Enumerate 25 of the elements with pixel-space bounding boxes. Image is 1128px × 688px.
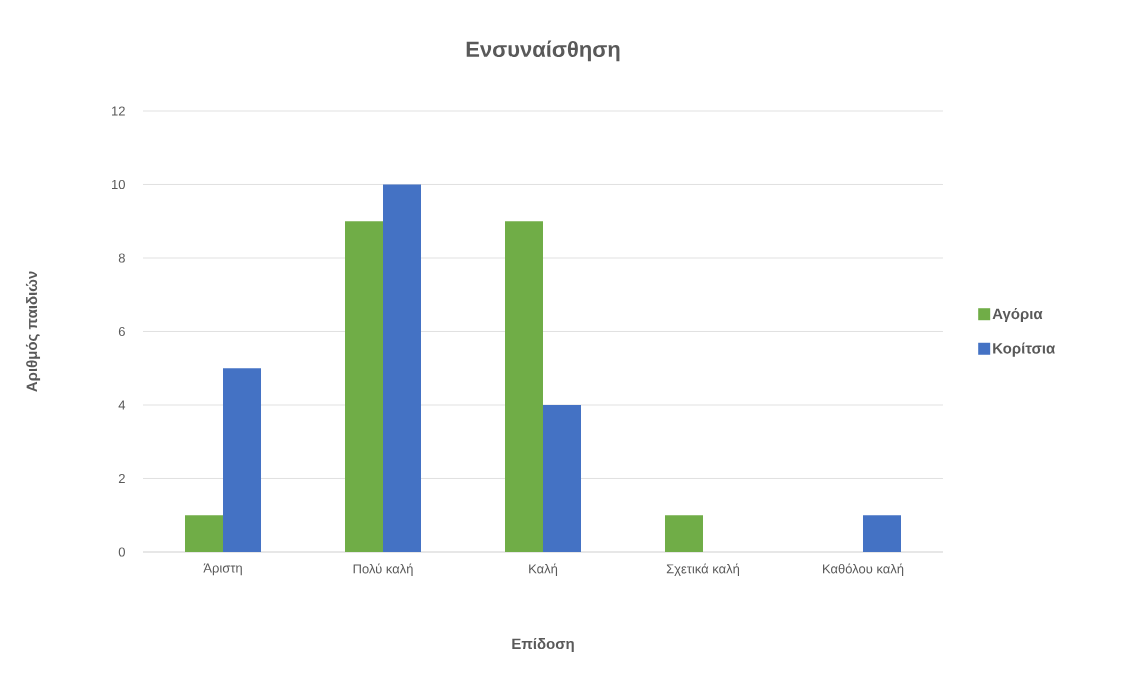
y-tick-label: 10: [112, 179, 125, 190]
bar: [383, 184, 421, 552]
x-tick-label: Καθόλου καλή: [823, 563, 904, 577]
y-tick-label: 0: [118, 547, 125, 557]
bar: [345, 221, 383, 552]
bar: [223, 368, 262, 552]
bar: [505, 221, 543, 552]
x-tick-label: Σχετικά καλή: [666, 563, 740, 577]
bar: [665, 515, 703, 552]
x-tick-label: Άριστη: [203, 563, 242, 576]
bar: [185, 515, 224, 552]
x-axis-title: Επίδοση: [512, 637, 574, 653]
legend-label: Κορίτσια: [993, 342, 1056, 357]
x-tick-label: Πολύ καλή: [353, 563, 413, 577]
y-tick-label: 4: [118, 400, 126, 410]
y-axis-title: Αριθμός παιδιών: [25, 271, 41, 392]
bar: [543, 404, 581, 552]
y-tick-label: 12: [112, 106, 125, 116]
chart-title: Ενσυναίσθηση: [466, 40, 620, 62]
bar: [863, 515, 901, 552]
x-tick-label: Καλή: [529, 563, 558, 577]
y-tick-label: 2: [118, 473, 125, 484]
legend-label: Αγόρια: [992, 307, 1043, 323]
y-tick-label: 8: [118, 253, 125, 263]
y-tick-label: 6: [118, 326, 125, 337]
